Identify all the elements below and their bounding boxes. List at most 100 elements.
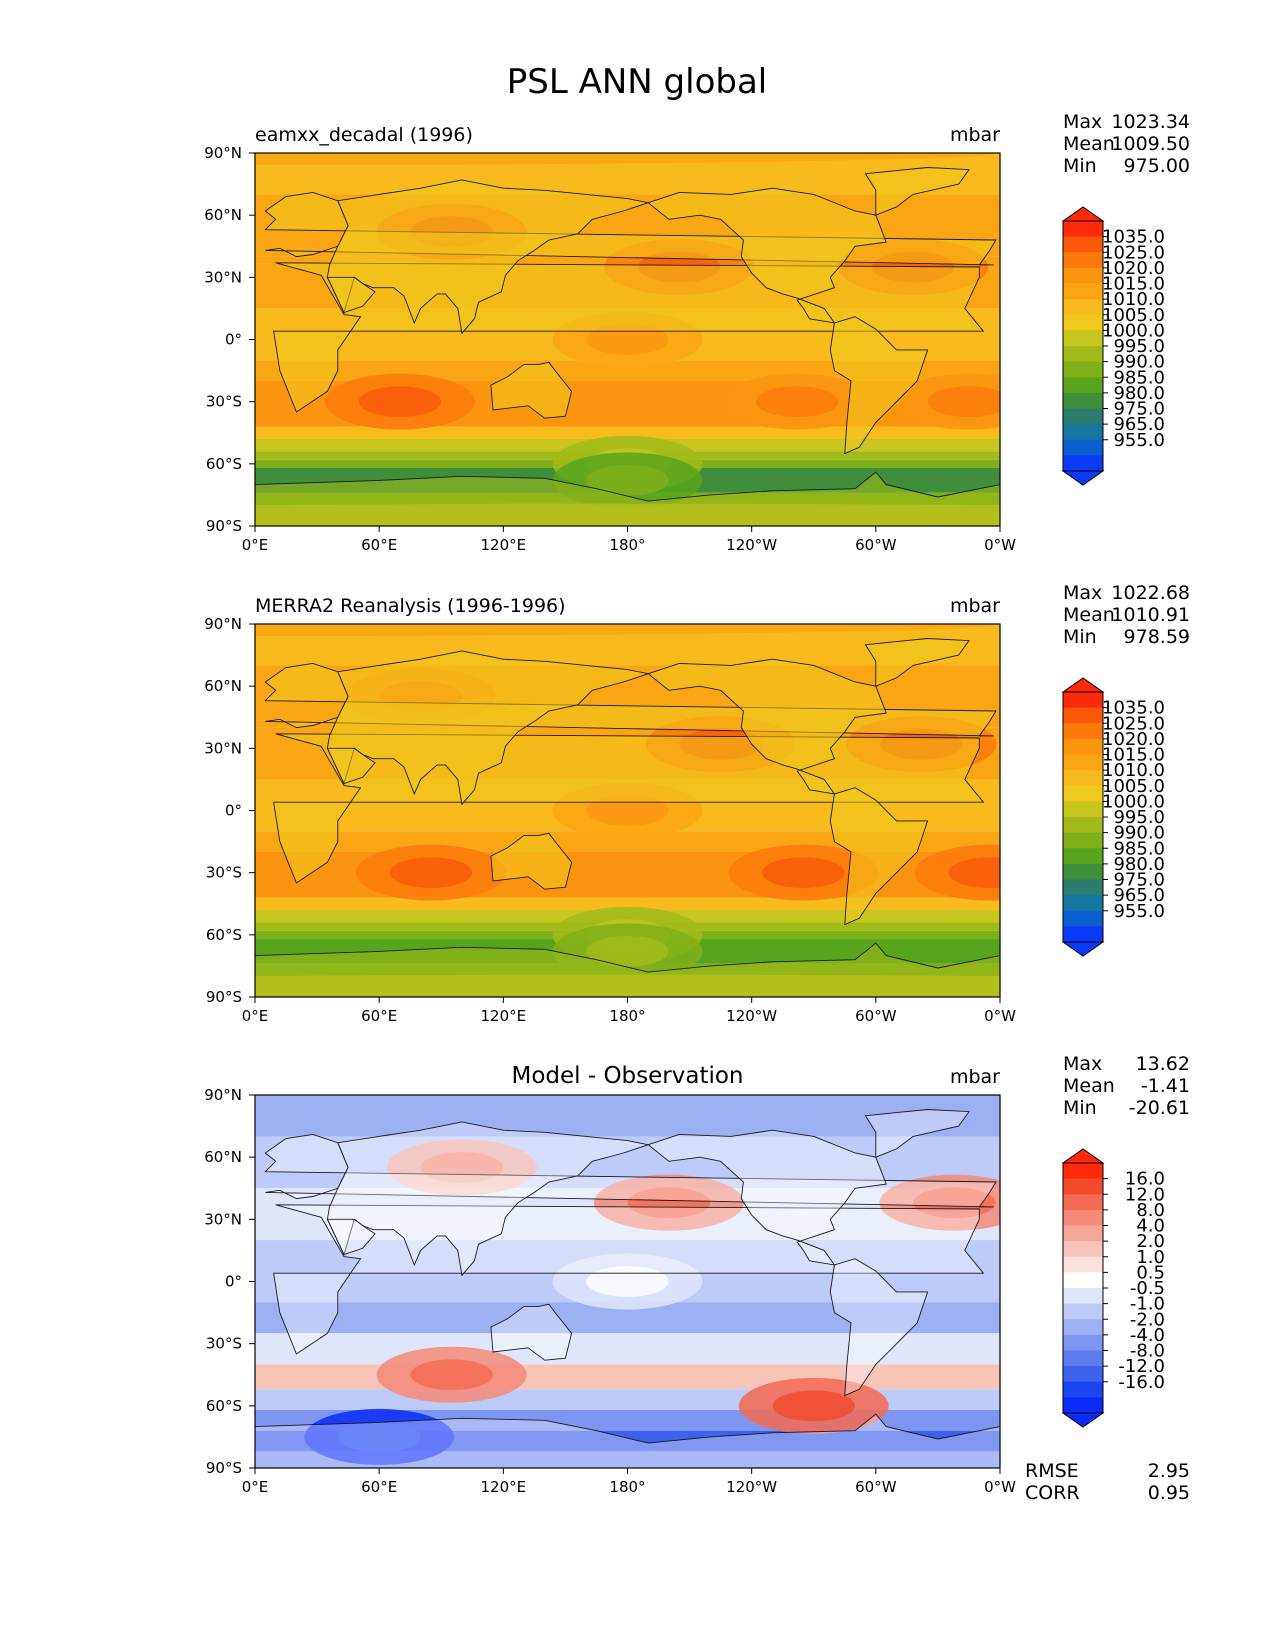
colorbar-tick-label: 975.0	[1113, 399, 1165, 420]
colorbar-segment	[1063, 455, 1103, 472]
field-core-6	[762, 857, 845, 889]
colorbar-tick-label: 1025.0	[1102, 713, 1165, 734]
x-tick-label: 120°E	[481, 1007, 527, 1025]
coastline-antarctica	[255, 942, 1000, 997]
x-tick-label: 60°W	[855, 1478, 897, 1496]
colorbar-tick-label: 985.0	[1113, 367, 1165, 388]
colorbar-segment	[1063, 895, 1103, 912]
colorbar-segment	[1063, 1288, 1103, 1305]
field-core-1	[627, 1187, 711, 1219]
colorbar-tick-label: 1010.0	[1102, 760, 1165, 781]
colorbar-segment	[1063, 299, 1103, 316]
x-tick-label: 0°E	[242, 1007, 269, 1025]
y-tick-label: 90°N	[204, 1086, 242, 1104]
colorbar-extend-top	[1061, 206, 1105, 222]
stat-label: Min	[1063, 626, 1097, 648]
colorbar-segment	[1063, 221, 1103, 238]
panel-1: 0°E 60°E 120°E 180° 120°W 60°W 0°W 90°N 60°N 30°N…	[204, 111, 1190, 554]
coastline-australia	[490, 1303, 573, 1361]
coastline-namerica	[647, 187, 887, 324]
field-core-6	[586, 1266, 669, 1297]
colorbar-segment	[1063, 832, 1103, 849]
colorbar-tick-label: 980.0	[1113, 854, 1165, 875]
y-tick-label: 60°S	[206, 455, 242, 473]
colorbar-segment	[1063, 1225, 1103, 1242]
colorbar-tick-label: 1035.0	[1102, 227, 1165, 248]
lat-band-10	[255, 1451, 1000, 1468]
coastline-samerica	[829, 316, 929, 455]
colorbar-tick-label: -16.0	[1118, 1372, 1165, 1393]
colorbar-segment	[1063, 361, 1103, 378]
stat-value: -20.61	[1129, 1097, 1190, 1119]
stat-value: 13.62	[1136, 1053, 1190, 1075]
colorbar-tick-label: -1.0	[1130, 1294, 1165, 1315]
coastline-samerica	[829, 1258, 929, 1397]
field-core-4	[586, 795, 669, 826]
lat-band-6	[255, 1364, 1000, 1390]
x-tick-label: 120°W	[726, 1478, 777, 1496]
y-tick-label: 60°N	[204, 206, 242, 224]
colorbar-segment	[1063, 314, 1103, 331]
x-tick-label: 60°E	[361, 1007, 397, 1025]
stat-label: Mean	[1063, 133, 1115, 155]
y-tick-label: 30°N	[204, 739, 242, 757]
stat-label: Min	[1063, 1097, 1097, 1119]
corr-value: 0.95	[1148, 1482, 1190, 1504]
colorbar-extend-bottom	[1061, 470, 1105, 486]
field-core-2	[913, 1187, 996, 1219]
x-tick-label: 0°W	[984, 1478, 1016, 1496]
colorbar-tick-label: 1000.0	[1102, 791, 1165, 812]
colorbar-extend-top	[1061, 677, 1105, 693]
x-tick-label: 0°W	[984, 536, 1016, 554]
coastline-asia	[326, 179, 650, 335]
y-tick-label: 30°N	[204, 268, 242, 286]
stat-value: 1023.34	[1111, 111, 1190, 133]
y-tick-label: 0°	[225, 1273, 242, 1291]
stat-label: Max	[1063, 1053, 1102, 1075]
stat-value: -1.41	[1141, 1075, 1190, 1097]
y-tick-label: 30°S	[206, 864, 242, 882]
coastline-namerica	[647, 1129, 887, 1266]
colorbar-tick-label: 980.0	[1113, 383, 1165, 404]
y-tick-label: 90°N	[204, 615, 242, 633]
colorbar-tick-label: 985.0	[1113, 838, 1165, 859]
colorbar-tick-label: 1025.0	[1102, 242, 1165, 263]
colorbar-tick-label: 1000.0	[1102, 320, 1165, 341]
field-core-0	[420, 1152, 504, 1183]
x-tick-label: 60°E	[361, 1478, 397, 1496]
colorbar-segment	[1063, 1350, 1103, 1367]
coastline-greenland	[864, 167, 970, 216]
x-tick-label: 180°	[609, 1478, 645, 1496]
coastline-asia	[326, 650, 650, 806]
figure-title: PSL ANN global	[507, 62, 767, 102]
x-tick-label: 120°W	[726, 536, 777, 554]
colorbar-segment	[1063, 346, 1103, 363]
lat-band-6	[255, 426, 1000, 439]
colorbar-tick-label: 16.0	[1125, 1169, 1165, 1190]
colorbar-segment	[1063, 910, 1103, 927]
colorbar-extend-bottom	[1061, 941, 1105, 957]
y-tick-label: 60°S	[206, 926, 242, 944]
colorbar-segment	[1063, 707, 1103, 724]
x-tick-label: 0°W	[984, 1007, 1016, 1025]
colorbar-segment	[1063, 267, 1103, 284]
y-tick-label: 90°S	[206, 517, 242, 535]
colorbar-tick-label: -0.5	[1130, 1278, 1165, 1299]
colorbar-tick-label: -4.0	[1130, 1325, 1165, 1346]
colorbar-tick-label: 975.0	[1113, 870, 1165, 891]
colorbar-tick-label: 955.0	[1113, 430, 1165, 451]
colorbar-segment	[1063, 377, 1103, 394]
colorbar-segment	[1063, 926, 1103, 943]
colorbar-tick-label: -2.0	[1130, 1309, 1165, 1330]
field-core-9	[586, 465, 669, 496]
y-tick-label: 90°N	[204, 144, 242, 162]
colorbar-segment	[1063, 723, 1103, 740]
y-tick-label: 90°S	[206, 988, 242, 1006]
panel-title-left: eamxx_decadal (1996)	[255, 124, 473, 146]
colorbar-tick-label: 965.0	[1113, 885, 1165, 906]
colorbar-tick-label: 1005.0	[1102, 305, 1165, 326]
field-core-5	[337, 1421, 421, 1453]
stat-value: 1010.91	[1111, 604, 1190, 626]
colorbar-segment	[1063, 770, 1103, 787]
